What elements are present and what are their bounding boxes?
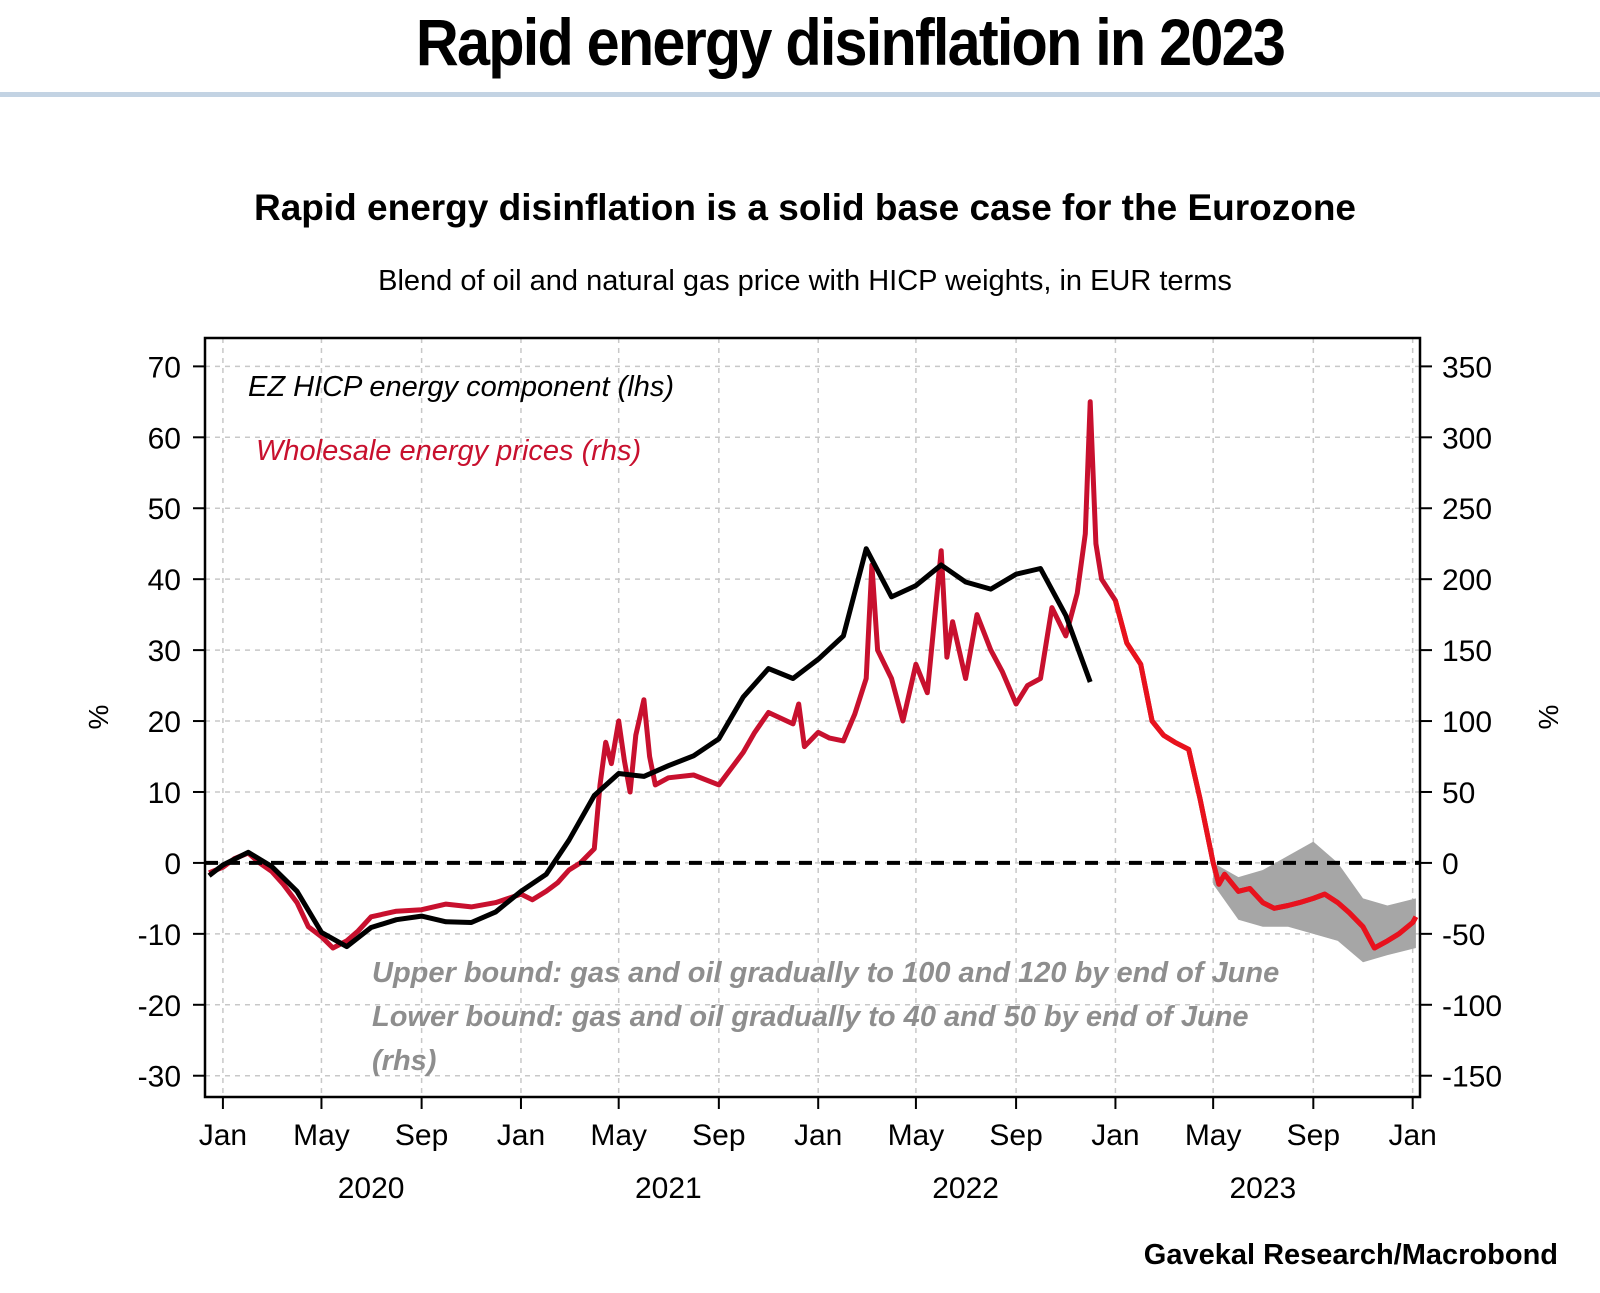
x-tick-label: Jan [497, 1119, 545, 1152]
y-tick-label-left: -30 [138, 1061, 181, 1094]
grid [205, 338, 1420, 1097]
x-year-label: 2023 [1229, 1172, 1296, 1205]
y-tick-label-right: 100 [1442, 706, 1492, 739]
x-tick-label: Sep [395, 1119, 448, 1152]
x-year-label: 2022 [932, 1172, 999, 1205]
x-tick-label: May [293, 1119, 350, 1152]
x-tick-label: Sep [989, 1119, 1042, 1152]
x-tick-label: May [1185, 1119, 1242, 1152]
annotation-lower-bound: Lower bound: gas and oil gradually to 40… [372, 1001, 1249, 1033]
y-tick-label-left: 40 [148, 564, 181, 597]
x-tick-label: May [590, 1119, 647, 1152]
series-line-wholesale-recent [1112, 599, 1419, 951]
y-tick-label-left: 60 [148, 422, 181, 455]
y-tick-label-left: 10 [148, 777, 181, 810]
y-tick-label-left: 70 [148, 351, 181, 384]
x-tick-label: Sep [1287, 1119, 1340, 1152]
y-tick-label-right: 50 [1442, 777, 1475, 810]
chart-title: Rapid energy disinflation is a solid bas… [254, 187, 1356, 228]
y-axis-label-right: % [1533, 705, 1564, 730]
x-tick-label: Jan [1091, 1119, 1139, 1152]
plot-frame [203, 336, 1422, 1099]
y-tick-label-right: -100 [1442, 990, 1502, 1023]
y-tick-label-left: 0 [164, 848, 181, 881]
x-tick-label: Jan [794, 1119, 842, 1152]
x-tick-label: May [888, 1119, 945, 1152]
y-tick-label-left: -20 [138, 990, 181, 1023]
y-tick-label-left: -10 [138, 919, 181, 952]
page-title: Rapid energy disinflation in 2023 [415, 5, 1286, 79]
x-year-label: 2020 [338, 1172, 405, 1205]
annotation-rhs: (rhs) [372, 1045, 436, 1077]
x-tick-label: Sep [692, 1119, 745, 1152]
axes: 706050403020100-10-20-303503002502001501… [138, 351, 1502, 1205]
series-line-hicp [207, 546, 1093, 950]
chart-subtitle: Blend of oil and natural gas price with … [378, 265, 1232, 297]
legend-entry-hicp: EZ HICP energy component (lhs) [248, 371, 674, 403]
y-tick-label-right: 150 [1442, 635, 1492, 668]
y-tick-label-right: 250 [1442, 493, 1492, 526]
y-tick-label-right: 0 [1442, 848, 1459, 881]
source-credit: Gavekal Research/Macrobond [1144, 1239, 1558, 1271]
y-axis-label-left: % [83, 705, 114, 730]
annotation-upper-bound: Upper bound: gas and oil gradually to 10… [372, 957, 1279, 989]
y-tick-label-right: 350 [1442, 351, 1492, 384]
y-tick-label-right: 300 [1442, 422, 1492, 455]
y-tick-label-left: 50 [148, 493, 181, 526]
x-year-label: 2021 [635, 1172, 702, 1205]
title-rule [0, 92, 1600, 97]
series [207, 399, 1419, 951]
legend-entry-wholesale: Wholesale energy prices (rhs) [256, 435, 641, 467]
x-tick-label: Jan [199, 1119, 247, 1152]
series-line-wholesale [208, 399, 1419, 951]
y-tick-label-right: 200 [1442, 564, 1492, 597]
x-tick-label: Jan [1388, 1119, 1436, 1152]
y-tick-label-left: 20 [148, 706, 181, 739]
y-tick-label-right: -50 [1442, 919, 1485, 952]
y-tick-label-right: -150 [1442, 1061, 1502, 1094]
y-tick-label-left: 30 [148, 635, 181, 668]
